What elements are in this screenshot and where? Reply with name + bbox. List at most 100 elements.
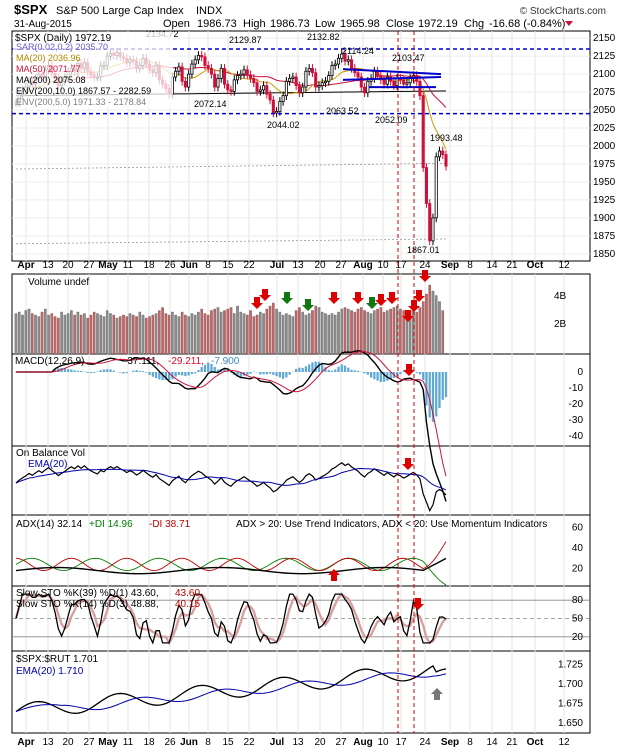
watermark: © StockCharts.com <box>520 6 606 17</box>
price-tick-label: 2050 <box>593 105 616 116</box>
macd-tick-label: 0 <box>577 367 583 378</box>
red-down-arrow-icon <box>419 270 431 282</box>
green-down-arrow-icon <box>302 299 314 311</box>
volume-bar <box>295 311 297 355</box>
candle-body <box>243 70 245 74</box>
volume-bar <box>41 312 43 354</box>
macd-histogram-bar <box>113 371 115 372</box>
price-annotation: 2132.82 <box>307 32 340 42</box>
ratio-tick-label: 1.650 <box>558 718 583 729</box>
x-tick-label: 17 <box>395 260 407 271</box>
sto1-label: Slow STO %K(39) %D(1) 43.60, <box>16 588 159 599</box>
x-tick-label: Sep <box>441 260 459 271</box>
x-tick-label: 8 <box>467 737 473 748</box>
volume-bar <box>292 317 294 355</box>
macd-histogram-bar <box>380 372 382 382</box>
volume-bar <box>289 315 291 354</box>
price-tick-label: 2100 <box>593 69 616 80</box>
volume-bar <box>168 315 170 354</box>
candle-body <box>331 66 333 76</box>
volume-bar <box>44 309 46 354</box>
candle-body <box>315 73 317 87</box>
volume-tick-4b: 4B <box>554 291 567 302</box>
volume-bar <box>77 312 79 354</box>
macd-histogram-bar <box>155 372 157 378</box>
price-annotation: 1867.01 <box>407 245 440 255</box>
candle-body <box>223 68 225 84</box>
x-tick-label: 11 <box>123 737 134 748</box>
volume-bar <box>109 314 111 355</box>
ratio-tick-label: 1.725 <box>558 660 583 671</box>
macd-histogram-bar <box>354 370 356 372</box>
macd-signal: -29.211, <box>168 356 204 367</box>
volume-bar <box>373 311 375 355</box>
volume-bar <box>425 294 427 354</box>
date-label: 31-Aug-2015 <box>14 19 72 30</box>
macd-histogram-bar <box>152 372 154 377</box>
macd-histogram-bar <box>148 372 150 375</box>
candle-body <box>347 60 349 62</box>
x-tick-label: 20 <box>62 737 74 748</box>
sto-tick-label: 50 <box>572 614 584 625</box>
price-annotation: 2044.02 <box>267 120 300 130</box>
volume-bar <box>25 311 27 355</box>
adx-tick-label: 20 <box>572 564 584 575</box>
legend-ma50: MA(50) 2071.77 <box>16 64 81 74</box>
env10-lower-line <box>16 239 446 244</box>
x-tick-label: 13 <box>42 260 54 271</box>
volume-bar <box>259 312 261 354</box>
macd-histogram-bar <box>357 371 359 372</box>
volume-bar <box>223 311 225 355</box>
candle-body <box>289 78 291 81</box>
volume-bar <box>383 312 385 354</box>
volume-bar <box>315 306 317 354</box>
volume-bar <box>70 311 72 355</box>
candle-body <box>292 77 294 79</box>
macd-histogram-bar <box>347 368 349 372</box>
macd-histogram-bar <box>77 371 79 372</box>
macd-histogram-bar <box>184 372 186 376</box>
candle-body <box>328 76 330 82</box>
macd-histogram-bar <box>422 372 424 380</box>
candle-body <box>393 81 395 85</box>
candle-body <box>282 96 284 102</box>
candle-body <box>363 87 365 93</box>
x-tick-label: Sep <box>441 737 459 748</box>
volume-bar <box>269 306 271 354</box>
candle-body <box>305 71 307 87</box>
x-tick-label: Jun <box>180 260 198 271</box>
macd-histogram-bar <box>334 369 336 372</box>
volume-bar <box>249 311 251 355</box>
volume-bar <box>331 314 333 355</box>
macd-histogram-bar <box>442 372 444 400</box>
macd-histogram-bar <box>373 372 375 379</box>
macd-histogram-bar <box>249 372 251 374</box>
macd-histogram-bar <box>269 372 271 374</box>
volume-bar <box>285 314 287 355</box>
candle-body <box>253 78 255 82</box>
volume-bar <box>266 309 268 354</box>
x-tick-label: 10 <box>377 737 389 748</box>
candle-body <box>324 81 326 83</box>
macd-histogram-bar <box>367 372 369 375</box>
x-tick-label: 14 <box>486 737 498 748</box>
volume-bar <box>318 308 320 355</box>
macd-histogram-bar <box>70 370 72 372</box>
volume-bar <box>64 315 66 354</box>
macd-histogram-bar <box>93 372 95 373</box>
candle-body <box>321 83 323 86</box>
macd-histogram-bar <box>201 367 203 372</box>
macd-tick-label: -20 <box>569 399 584 410</box>
candle-body <box>422 96 424 168</box>
macd-histogram-bar <box>298 368 300 372</box>
price-tick-label: 2075 <box>593 87 616 98</box>
macd-histogram-bar <box>295 369 297 372</box>
x-tick-label: 13 <box>292 737 304 748</box>
candle-body <box>409 78 411 82</box>
down-triangle-icon <box>565 21 573 26</box>
price-annotation: 1993.48 <box>430 133 463 143</box>
volume-bar <box>57 318 59 354</box>
low-label: Low <box>315 18 335 30</box>
adx-legend: ADX(14) 32.14 +DI 14.96 -DI 38.71 ADX > … <box>16 519 547 530</box>
